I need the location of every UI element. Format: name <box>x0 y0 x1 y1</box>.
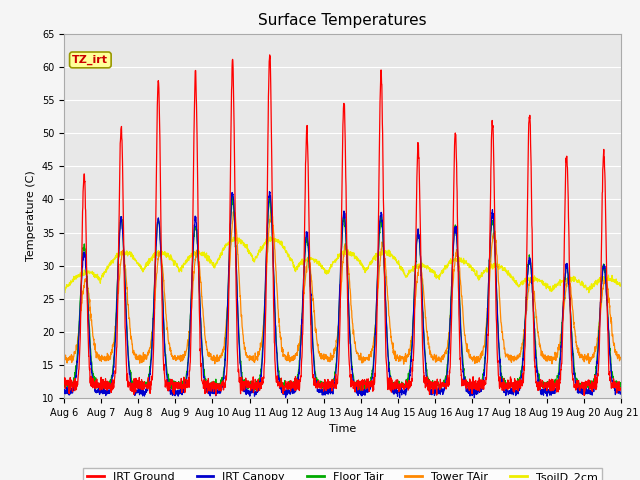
Y-axis label: Temperature (C): Temperature (C) <box>26 170 36 262</box>
Text: TZ_irt: TZ_irt <box>72 55 108 65</box>
Legend: IRT Ground, IRT Canopy, Floor Tair, Tower TAir, TsoilD_2cm: IRT Ground, IRT Canopy, Floor Tair, Towe… <box>83 468 602 480</box>
X-axis label: Time: Time <box>329 424 356 433</box>
Title: Surface Temperatures: Surface Temperatures <box>258 13 427 28</box>
